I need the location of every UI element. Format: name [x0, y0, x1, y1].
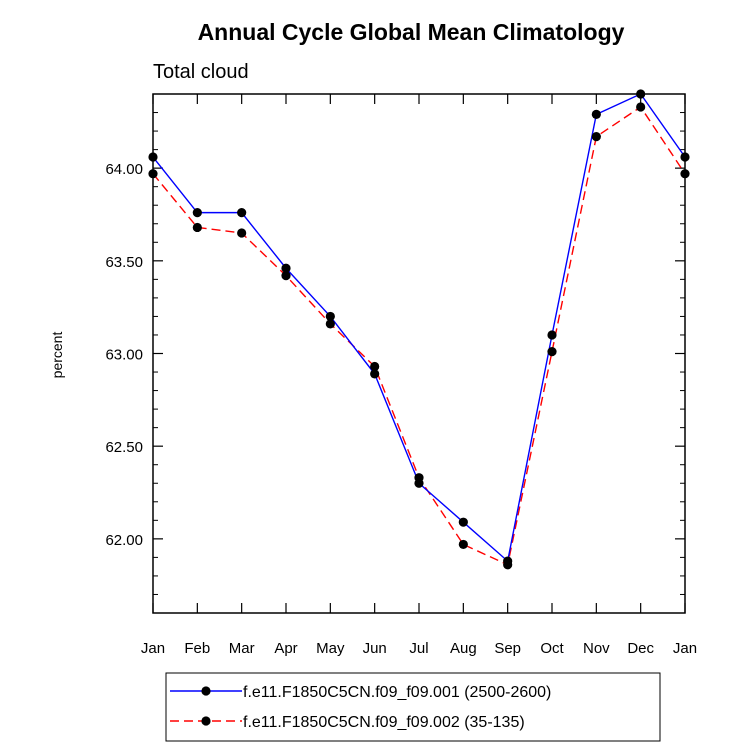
series-2-point — [325, 319, 335, 329]
y-tick-label: 62.00 — [105, 532, 143, 549]
series-1-point — [458, 517, 468, 527]
series-1-point — [591, 109, 601, 119]
series-2-point — [547, 347, 557, 357]
series-1-point — [325, 311, 335, 322]
y-axis-label: percent — [49, 332, 65, 379]
x-tick-label: Jun — [363, 640, 387, 657]
series-2-point — [192, 222, 202, 233]
series-1-point — [370, 369, 380, 379]
legend-label-2: f.e11.F1850C5CN.f09_f09.002 (35-135) — [243, 714, 525, 731]
y-tick-label: 64.00 — [105, 161, 143, 178]
chart-subtitle: Total cloud — [153, 61, 249, 83]
x-tick-label: Oct — [540, 640, 564, 657]
minor-ticks — [153, 112, 685, 595]
y-tick-label: 63.50 — [105, 254, 143, 271]
legend-box — [165, 672, 661, 742]
legend-marker-2 — [201, 716, 211, 726]
x-tick-label: Jan — [673, 640, 697, 657]
series-2-line — [152, 106, 686, 566]
major-ticks — [152, 94, 686, 613]
series-1-point — [192, 208, 202, 218]
series-layer — [148, 89, 690, 570]
x-tick-label: Nov — [583, 640, 610, 657]
y-tick-label: 63.00 — [105, 347, 143, 364]
series-2-point — [591, 132, 601, 142]
series-1-line — [152, 93, 686, 563]
x-tick-label: Dec — [627, 640, 654, 657]
x-tick-label: Jan — [141, 640, 165, 657]
plot-frame — [152, 93, 686, 614]
legend: f.e11.F1850C5CN.f09_f09.001 (2500-2600) f… — [165, 672, 661, 742]
series-1-point — [547, 330, 557, 340]
legend-label-1: f.e11.F1850C5CN.f09_f09.001 (2500-2600) — [243, 684, 551, 701]
series-2-point — [414, 473, 424, 483]
series-2-point — [237, 228, 247, 238]
x-tick-label: Sep — [494, 640, 521, 657]
series-2-point — [370, 361, 380, 372]
x-tick-label: Jul — [409, 640, 428, 657]
legend-marker-1 — [201, 686, 211, 696]
chart-title: Annual Cycle Global Mean Climatology — [198, 19, 625, 45]
series-2-point — [458, 539, 468, 550]
series-2-point — [281, 271, 291, 281]
series-1-point — [281, 263, 291, 273]
x-tick-label: Aug — [450, 640, 477, 657]
y-tick-label: 62.50 — [105, 439, 143, 456]
x-tick-label: Feb — [184, 640, 210, 657]
tick-labels: 62.00 62.50 63.00 63.50 64.00 Jan Feb Mar Apr May… — [105, 161, 697, 657]
x-tick-label: Apr — [274, 640, 297, 657]
x-tick-label: Mar — [229, 640, 255, 657]
x-tick-label: May — [316, 640, 345, 657]
series-2-point — [503, 560, 513, 570]
series-2-point — [636, 102, 646, 112]
series-1-point — [237, 208, 247, 218]
